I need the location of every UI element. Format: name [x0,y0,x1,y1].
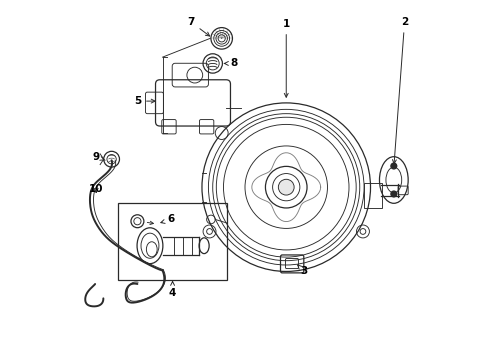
Text: 4: 4 [169,282,176,298]
Circle shape [391,163,397,169]
Circle shape [391,191,397,197]
Text: 6: 6 [161,215,175,224]
Text: 1: 1 [283,19,290,97]
Text: 7: 7 [188,17,210,36]
Text: 9: 9 [93,152,105,162]
Text: 3: 3 [297,265,308,276]
Text: 5: 5 [134,96,155,106]
Bar [118,203,227,280]
Circle shape [278,179,294,195]
Text: 10: 10 [89,184,103,194]
Text: 2: 2 [392,17,408,163]
Text: 8: 8 [224,58,238,68]
